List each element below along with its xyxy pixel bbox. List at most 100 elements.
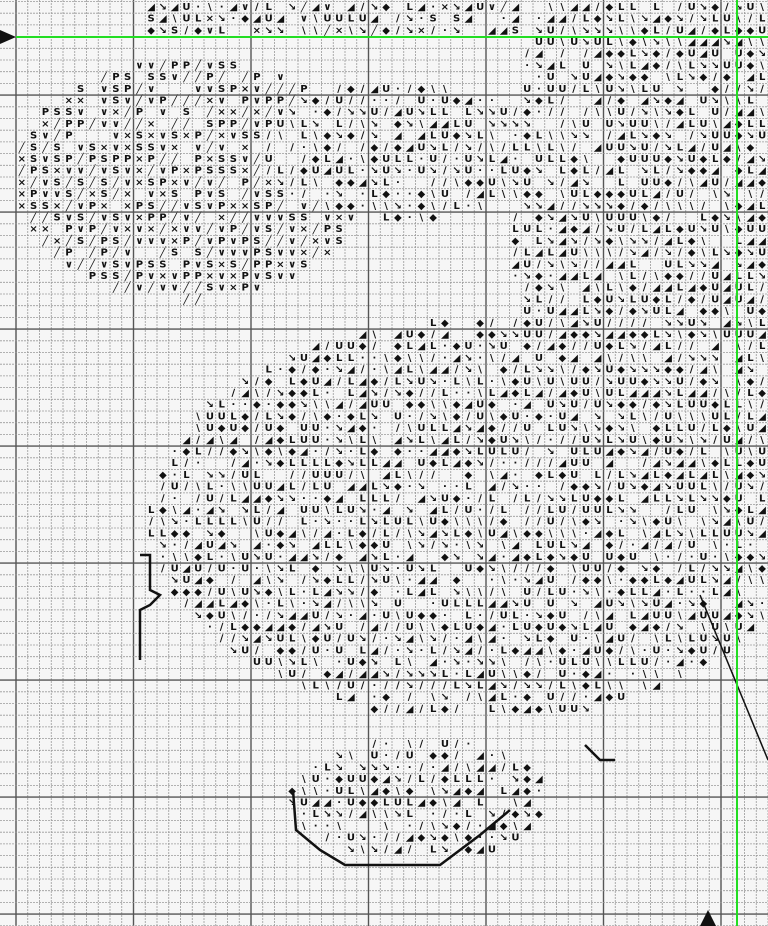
stitch-symbol: ↘	[746, 482, 754, 493]
stitch-symbol: ∕	[396, 14, 400, 25]
stitch-symbol: L	[489, 704, 496, 715]
stitch-symbol: U	[206, 411, 214, 422]
stitch-symbol: U	[335, 14, 343, 25]
stitch-symbol: ↘	[523, 271, 531, 282]
stitch-symbol: ◢	[312, 622, 320, 633]
stitch-symbol: L	[630, 610, 637, 621]
stitch-symbol: ◆	[606, 306, 614, 317]
stitch-symbol: ◢	[711, 341, 719, 352]
stitch-symbol: ↘	[452, 645, 460, 656]
stitch-symbol: ·	[325, 786, 329, 797]
stitch-symbol: ↘	[535, 166, 543, 177]
stitch-symbol: \	[713, 540, 717, 551]
stitch-symbol: ↘	[746, 131, 754, 142]
stitch-symbol: L	[336, 353, 343, 364]
stitch-symbol: L	[453, 201, 460, 212]
stitch-symbol: ∕	[760, 482, 764, 493]
stitch-symbol: ↘	[370, 411, 378, 422]
stitch-symbol: ·	[431, 95, 435, 106]
stitch-symbol: ∕	[749, 435, 753, 446]
stitch-symbol: S	[253, 236, 260, 247]
stitch-symbol: \	[361, 470, 365, 481]
stitch-symbol: \	[384, 353, 388, 364]
stitch-symbol: U	[382, 154, 390, 165]
stitch-symbol: ◢	[735, 37, 743, 48]
stitch-symbol: ∕	[561, 435, 565, 446]
stitch-symbol: L	[583, 84, 590, 95]
stitch-symbol: ◢	[523, 821, 531, 832]
stitch-symbol: ∨	[182, 201, 190, 212]
stitch-symbol: ↘	[711, 60, 719, 71]
stitch-symbol: ◢	[465, 634, 473, 645]
stitch-symbol: \	[408, 353, 412, 364]
stitch-symbol: \	[420, 353, 424, 364]
stitch-symbol: ×	[206, 14, 214, 25]
stitch-symbol: L	[653, 25, 660, 36]
stitch-symbol: \	[431, 189, 435, 200]
stitch-symbol: ◆	[747, 470, 755, 481]
stitch-symbol: U	[441, 493, 449, 504]
stitch-symbol: ∨	[323, 212, 331, 223]
stitch-symbol: S	[265, 224, 272, 235]
stitch-symbol: ·	[443, 353, 447, 364]
stitch-symbol: L	[301, 517, 308, 528]
stitch-symbol: ∕	[666, 119, 670, 130]
stitch-symbol: ↘	[170, 575, 178, 586]
stitch-symbol: ·	[372, 833, 376, 844]
stitch-symbol: U	[652, 610, 660, 621]
stitch-symbol: ◢	[641, 622, 649, 633]
stitch-symbol: ∕	[443, 166, 447, 177]
stitch-symbol: P	[230, 224, 237, 235]
stitch-symbol: ↘	[476, 107, 484, 118]
stitch-symbol: ∕	[737, 84, 741, 95]
stitch-symbol: ∕	[537, 669, 541, 680]
stitch-symbol: S	[77, 212, 84, 223]
stitch-symbol: ◢	[547, 14, 555, 25]
stitch-symbol: U	[312, 166, 320, 177]
stitch-symbol: U	[500, 341, 508, 352]
stitch-symbol: ↘	[699, 2, 707, 13]
stitch-symbol: ×	[159, 271, 167, 282]
stitch-symbol: ↘	[452, 25, 460, 36]
stitch-symbol: ◢	[559, 458, 567, 469]
stitch-symbol: \	[514, 528, 518, 539]
stitch-symbol: ·	[537, 107, 541, 118]
stitch-symbol: ↘	[417, 482, 425, 493]
stitch-symbol: P	[194, 189, 201, 200]
stitch-symbol: ◆	[277, 400, 285, 411]
stitch-symbol: \	[690, 528, 694, 539]
stitch-symbol: U	[688, 505, 696, 516]
stitch-symbol: ·	[408, 446, 412, 457]
stitch-symbol: \	[279, 587, 283, 598]
stitch-symbol: ∕	[596, 259, 600, 270]
stitch-symbol: ·	[502, 634, 506, 645]
stitch-symbol: U	[241, 645, 249, 656]
stitch-symbol: L	[465, 610, 472, 621]
stitch-symbol: U	[711, 294, 719, 305]
stitch-symbol: ↘	[699, 131, 707, 142]
stitch-symbol: ╱	[194, 234, 202, 247]
stitch-symbol: L	[735, 400, 742, 411]
stitch-symbol: ◢	[688, 458, 696, 469]
stitch-symbol: ◆	[500, 411, 508, 422]
stitch-symbol: ◢	[582, 540, 590, 551]
stitch-symbol: ∨	[253, 95, 261, 106]
stitch-symbol: L	[500, 645, 507, 656]
stitch-symbol: ◆	[723, 72, 731, 83]
stitch-symbol: ◆	[676, 49, 684, 60]
stitch-symbol: ·	[173, 446, 177, 457]
stitch-symbol: ↘	[370, 517, 378, 528]
stitch-symbol: ∨	[276, 212, 284, 223]
stitch-symbol: S	[77, 84, 84, 95]
stitch-symbol: ∕	[302, 365, 306, 376]
stitch-symbol: ◢	[277, 622, 285, 633]
stitch-symbol: S	[112, 84, 119, 95]
stitch-symbol: ↘	[335, 435, 343, 446]
stitch-symbol: L	[477, 376, 484, 387]
stitch-symbol: ∕	[537, 493, 541, 504]
stitch-symbol: ◢	[735, 365, 743, 376]
stitch-symbol: S	[30, 154, 37, 165]
stitch-symbol: ∕	[678, 540, 682, 551]
stitch-symbol: S	[159, 259, 166, 270]
stitch-symbol: ∨	[100, 259, 108, 270]
